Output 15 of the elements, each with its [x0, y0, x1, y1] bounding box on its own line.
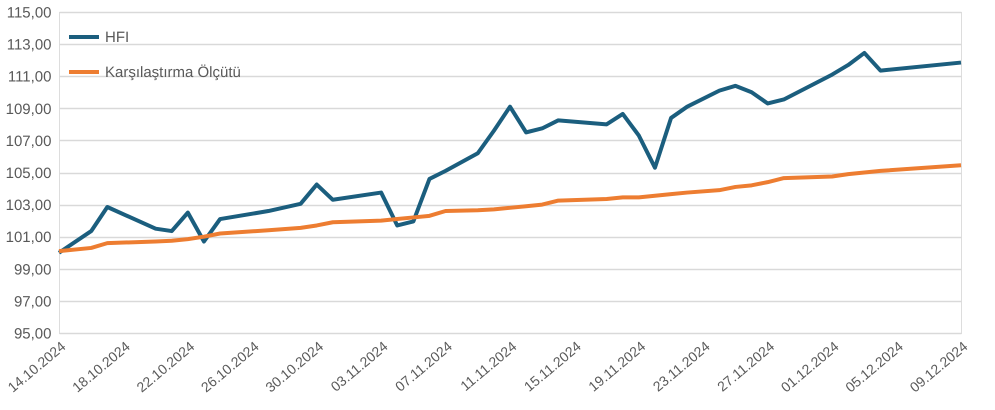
y-tick-label: 97,00: [14, 293, 52, 310]
line-series: [57, 50, 963, 255]
y-tick-label: 115,00: [6, 4, 52, 22]
y-tick-label: 103,00: [6, 197, 52, 214]
legend-label: Karşılaştırma Ölçütü: [105, 64, 241, 81]
y-tick-label: 95,00: [14, 326, 52, 342]
y-tick-label: 101,00: [6, 229, 52, 246]
y-tick-label: 111,00: [8, 68, 52, 86]
y-tick-label: 105,00: [6, 165, 52, 182]
y-tick-label: 107,00: [6, 132, 52, 150]
y-tick-label: 109,00: [6, 100, 52, 118]
y-tick-label: 113,00: [6, 36, 52, 54]
y-tick-label: 99,00: [14, 261, 52, 278]
line-series: [57, 163, 963, 254]
legend-label: HFI: [105, 29, 130, 46]
